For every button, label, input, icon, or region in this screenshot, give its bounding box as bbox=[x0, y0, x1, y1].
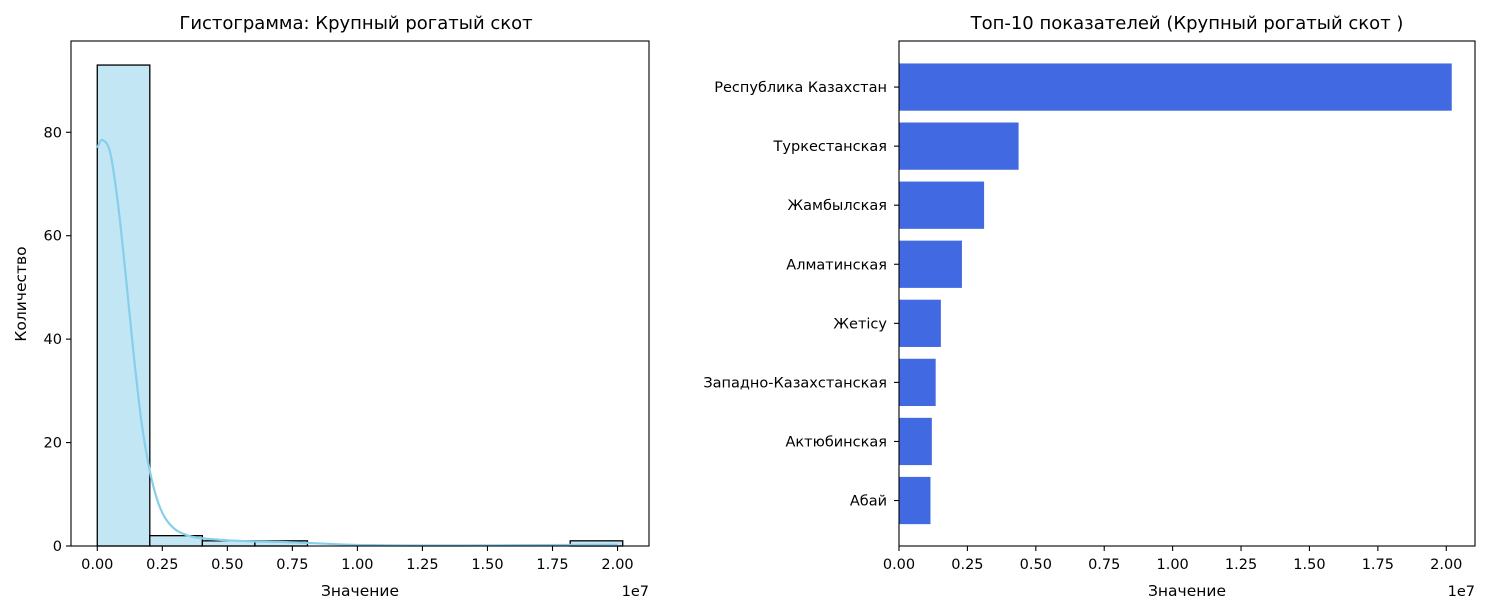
top10-bar-5 bbox=[899, 358, 936, 407]
histogram-x-offset-label: 1e7 bbox=[622, 584, 649, 600]
top10-bar-3 bbox=[899, 240, 962, 288]
histogram-x-tick-label: 0.25 bbox=[146, 557, 178, 573]
histogram-x-tick-label: 0.00 bbox=[81, 557, 113, 573]
top10-bar-6 bbox=[899, 417, 932, 466]
top10-x-tick-label: 1.50 bbox=[1293, 557, 1325, 573]
top10-bars bbox=[899, 63, 1452, 525]
histogram-y-tick-label: 20 bbox=[44, 436, 62, 452]
top10-category-label: Жамбылская bbox=[788, 198, 887, 214]
histogram-x-tick-label: 1.50 bbox=[471, 557, 503, 573]
top10-category-label: Актюбинская bbox=[785, 434, 887, 450]
histogram-x-tick-label: 0.75 bbox=[276, 557, 308, 573]
top10-bar-7 bbox=[899, 476, 931, 525]
histogram-y-tick-label: 80 bbox=[44, 125, 62, 141]
histogram-frame bbox=[70, 40, 650, 547]
top10-frame bbox=[898, 40, 1476, 547]
top10-category-label: Абай bbox=[850, 494, 887, 510]
top10-x-tick-label: 1.00 bbox=[1156, 557, 1188, 573]
histogram-y-tick-label: 60 bbox=[44, 229, 62, 245]
histogram-x-ticks: 0.00 0.25 0.50 0.75 1.00 1.25 1.50 1.75 2.00 bbox=[81, 546, 634, 573]
top10-category-labels: Республика Казахстан Туркестанская Жамбылс… bbox=[703, 80, 899, 510]
histogram-y-ticks: 0 20 40 60 80 bbox=[44, 125, 71, 555]
top10-bar-2 bbox=[899, 181, 985, 229]
histogram-y-tick-label: 40 bbox=[44, 332, 62, 348]
histogram-x-tick-label: 0.50 bbox=[211, 557, 243, 573]
top10-x-tick-label: 1.75 bbox=[1362, 557, 1394, 573]
top10-x-axis-label: Значение bbox=[1148, 582, 1226, 600]
histogram-bar-0 bbox=[96, 64, 151, 547]
top10-bar-1 bbox=[899, 122, 1019, 170]
top10-title: Топ-10 показателей (Крупный рогатый скот… bbox=[970, 13, 1404, 34]
top10-x-tick-label: 0.25 bbox=[951, 557, 983, 573]
histogram-chart: Гистограмма: Крупный рогатый скот 0.00 0.… bbox=[12, 13, 650, 600]
top10-bar-4 bbox=[899, 299, 941, 347]
top10-category-label: Туркестанская bbox=[773, 139, 887, 155]
top10-x-tick-label: 1.25 bbox=[1225, 557, 1257, 573]
top10-x-tick-label: 0.75 bbox=[1088, 557, 1120, 573]
histogram-x-axis-label: Значение bbox=[321, 582, 399, 600]
histogram-kde-line bbox=[96, 138, 618, 547]
histogram-x-tick-label: 2.00 bbox=[601, 557, 633, 573]
top10-category-label: Алматинская bbox=[786, 257, 887, 273]
histogram-y-tick-label: 0 bbox=[53, 539, 62, 555]
histogram-x-tick-label: 1.25 bbox=[406, 557, 438, 573]
top10-x-tick-label: 0.00 bbox=[883, 557, 915, 573]
top10-x-ticks: 0.00 0.25 0.50 0.75 1.00 1.25 1.50 1.75 2.00 bbox=[883, 546, 1462, 573]
top10-category-label: Жетісу bbox=[833, 316, 887, 332]
top10-chart: Топ-10 показателей (Крупный рогатый скот… bbox=[703, 13, 1476, 600]
top10-category-label: Республика Казахстан bbox=[714, 80, 887, 96]
histogram-title: Гистограмма: Крупный рогатый скот bbox=[179, 13, 532, 34]
histogram-x-tick-label: 1.00 bbox=[341, 557, 373, 573]
histogram-y-axis-label: Количество bbox=[12, 246, 30, 341]
top10-x-tick-label: 0.50 bbox=[1020, 557, 1052, 573]
top10-x-tick-label: 2.00 bbox=[1430, 557, 1462, 573]
histogram-bars bbox=[96, 64, 624, 547]
histogram-x-tick-label: 1.75 bbox=[536, 557, 568, 573]
top10-bar-0 bbox=[899, 63, 1452, 111]
top10-category-label: Западно-Казахстанская bbox=[703, 375, 887, 391]
top10-x-offset-label: 1e7 bbox=[1448, 584, 1475, 600]
